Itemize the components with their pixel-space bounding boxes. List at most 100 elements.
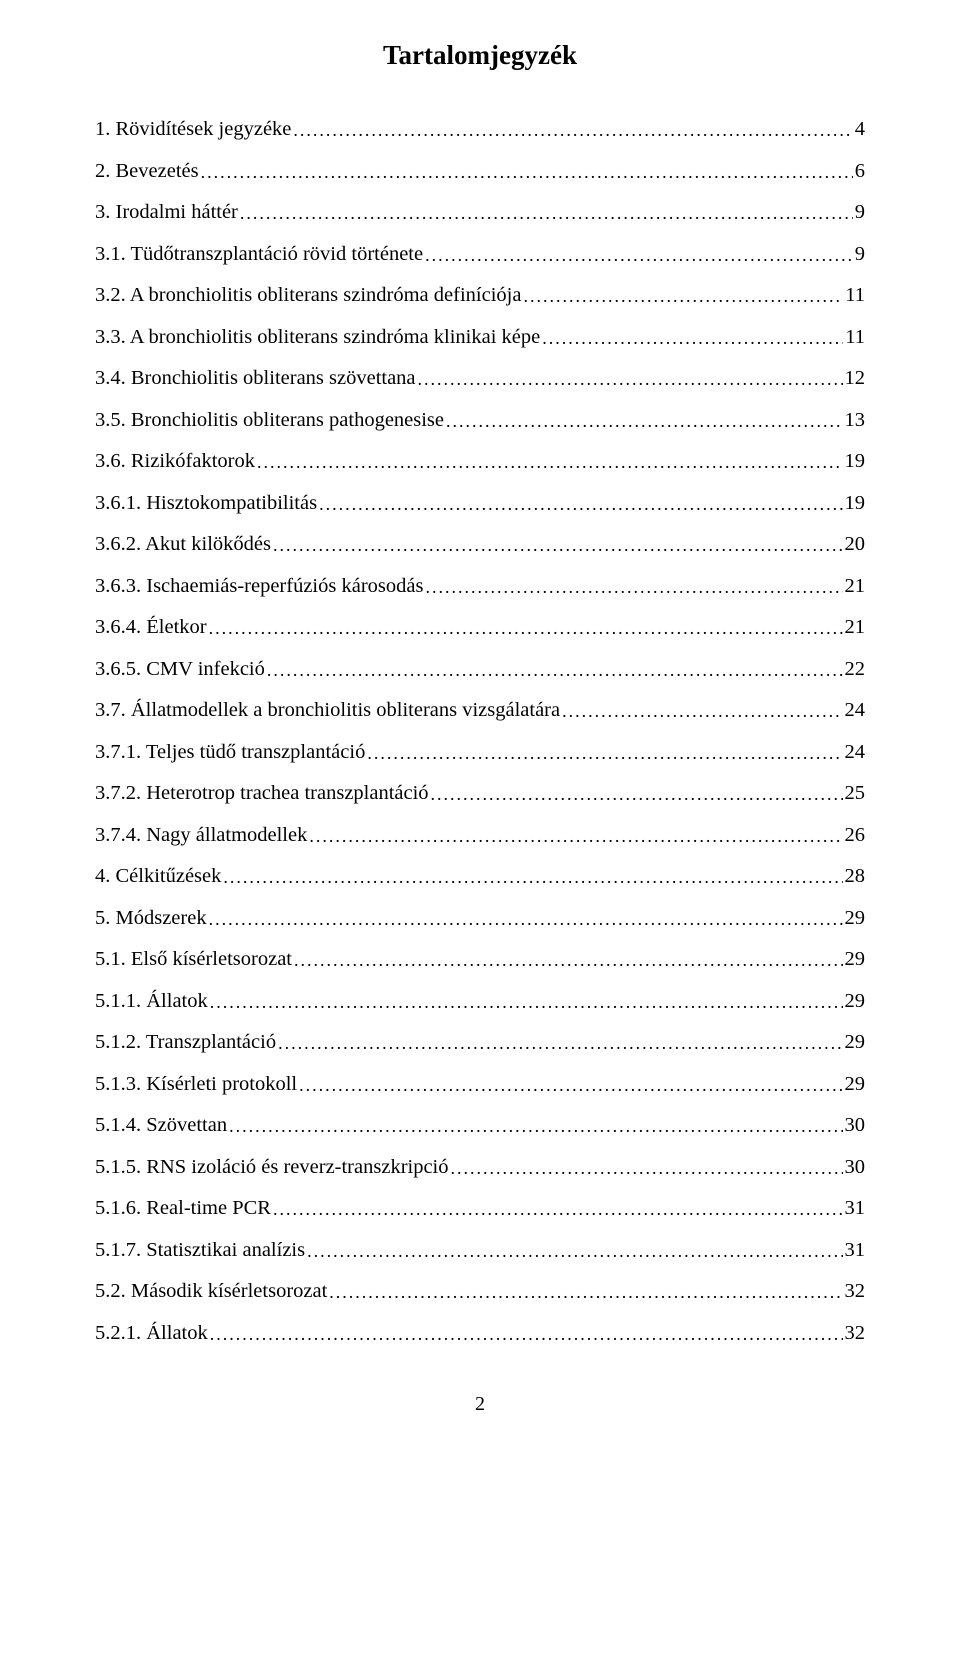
toc-entry-label: 3.7. Állatmodellek a bronchiolitis oblit… [95, 700, 560, 721]
toc-entry-label: 5.1.6. Real-time PCR [95, 1198, 271, 1219]
toc-entry-page: 29 [845, 1032, 866, 1053]
toc-leader-dots [210, 1325, 843, 1343]
toc-entry-label: 3.7.1. Teljes tüdő transzplantáció [95, 742, 365, 763]
page-number: 2 [95, 1393, 865, 1416]
toc-leader-dots [209, 619, 843, 637]
toc-entry-page: 22 [845, 659, 866, 680]
toc-leader-dots [257, 453, 843, 471]
toc-entry-page: 19 [845, 451, 866, 472]
toc-entry-page: 29 [845, 908, 866, 929]
toc-entry-label: 3.6.4. Életkor [95, 617, 207, 638]
toc-leader-dots [209, 910, 843, 928]
toc-entry-page: 30 [845, 1157, 866, 1178]
toc-leader-dots [319, 495, 842, 513]
toc-entry: 5.1.5. RNS izoláció és reverz-transzkrip… [95, 1157, 865, 1178]
toc-leader-dots [329, 1283, 842, 1301]
toc-entry-label: 5.1.1. Állatok [95, 991, 208, 1012]
toc-entry-page: 29 [845, 991, 866, 1012]
toc-entry-label: 3.4. Bronchiolitis obliterans szövettana [95, 368, 416, 389]
toc-entry-label: 3.5. Bronchiolitis obliterans pathogenes… [95, 410, 444, 431]
toc-entry-page: 11 [845, 285, 865, 306]
toc-entry-page: 24 [845, 700, 866, 721]
toc-entry-label: 5.2.1. Állatok [95, 1323, 208, 1344]
toc-leader-dots [425, 246, 853, 264]
toc-entry: 3.6.2. Akut kilökődés20 [95, 534, 865, 555]
toc-entry-page: 11 [845, 327, 865, 348]
toc-entry-page: 9 [855, 244, 865, 265]
toc-entry-page: 25 [845, 783, 866, 804]
toc-entry: 5. Módszerek 29 [95, 908, 865, 929]
toc-entry: 5.2. Második kísérletsorozat 32 [95, 1281, 865, 1302]
toc-leader-dots [425, 578, 842, 596]
toc-leader-dots [562, 702, 842, 720]
toc-entry-label: 3.2. A bronchiolitis obliterans szindróm… [95, 285, 521, 306]
toc-entry-label: 3.6. Rizikófaktorok [95, 451, 255, 472]
toc-entry-label: 3.6.2. Akut kilökődés [95, 534, 271, 555]
toc-entry-page: 30 [845, 1115, 866, 1136]
toc-entry: 3.2. A bronchiolitis obliterans szindróm… [95, 285, 865, 306]
toc-entry: 3.6.3. Ischaemiás-reperfúziós károsodás 2… [95, 576, 865, 597]
toc-entry-label: 3.1. Tüdőtranszplantáció rövid története [95, 244, 423, 265]
toc-entry: 3.7.4. Nagy állatmodellek26 [95, 825, 865, 846]
toc-entry-page: 21 [845, 617, 866, 638]
toc-entry-page: 32 [845, 1323, 866, 1344]
toc-leader-dots [240, 204, 853, 222]
toc-entry: 3.7.2. Heterotrop trachea transzplantáci… [95, 783, 865, 804]
toc-entry-label: 5.2. Második kísérletsorozat [95, 1281, 327, 1302]
toc-entry: 3.7.1. Teljes tüdő transzplantáció 24 [95, 742, 865, 763]
toc-entry-page: 4 [855, 119, 865, 140]
toc-entry-label: 5.1. Első kísérletsorozat [95, 949, 292, 970]
toc-entry: 3.6. Rizikófaktorok 19 [95, 451, 865, 472]
toc-entry-page: 28 [845, 866, 866, 887]
toc-entry-page: 26 [845, 825, 866, 846]
toc-entry: 5.1.7. Statisztikai analízis31 [95, 1240, 865, 1261]
toc-entry: 3.4. Bronchiolitis obliterans szövettana… [95, 368, 865, 389]
toc-entry-page: 9 [855, 202, 865, 223]
toc-entry: 3.5. Bronchiolitis obliterans pathogenes… [95, 410, 865, 431]
toc-entry-page: 19 [845, 493, 866, 514]
toc-leader-dots [201, 163, 853, 181]
toc-leader-dots [273, 536, 843, 554]
toc-entry-label: 3.6.1. Hisztokompatibilitás [95, 493, 317, 514]
toc-entry: 5.1. Első kísérletsorozat29 [95, 949, 865, 970]
toc-leader-dots [542, 329, 843, 347]
toc-entry-label: 3.6.3. Ischaemiás-reperfúziós károsodás [95, 576, 423, 597]
toc-entry: 5.1.2. Transzplantáció29 [95, 1032, 865, 1053]
toc-entry: 2. Bevezetés 6 [95, 161, 865, 182]
toc-leader-dots [451, 1159, 843, 1177]
toc-entry: 3.3. A bronchiolitis obliterans szindróm… [95, 327, 865, 348]
toc-leader-dots [299, 1076, 842, 1094]
toc-entry-label: 2. Bevezetés [95, 161, 199, 182]
toc-entry-label: 5. Módszerek [95, 908, 207, 929]
toc-leader-dots [367, 744, 842, 762]
toc-entry: 3.6.5. CMV infekció 22 [95, 659, 865, 680]
toc-leader-dots [446, 412, 842, 430]
toc-entry-page: 21 [845, 576, 866, 597]
toc-entry-label: 5.1.3. Kísérleti protokoll [95, 1074, 297, 1095]
toc-entry-label: 3.6.5. CMV infekció [95, 659, 265, 680]
toc-entry-label: 4. Célkitűzések [95, 866, 221, 887]
toc-leader-dots [418, 370, 843, 388]
toc-entry: 3.7. Állatmodellek a bronchiolitis oblit… [95, 700, 865, 721]
toc-leader-dots [273, 1200, 843, 1218]
toc-entry-label: 5.1.4. Szövettan [95, 1115, 227, 1136]
toc-entry-page: 31 [845, 1198, 866, 1219]
toc-entry-page: 32 [845, 1281, 866, 1302]
toc-leader-dots [307, 1242, 842, 1260]
toc-entry-label: 3. Irodalmi háttér [95, 202, 238, 223]
toc-entry-label: 3.3. A bronchiolitis obliterans szindróm… [95, 327, 540, 348]
toc-leader-dots [293, 121, 852, 139]
toc-entry: 5.1.6. Real-time PCR 31 [95, 1198, 865, 1219]
toc-entry: 3. Irodalmi háttér 9 [95, 202, 865, 223]
toc-leader-dots [223, 868, 842, 886]
toc-entry: 5.1.4. Szövettan 30 [95, 1115, 865, 1136]
toc-entry-page: 29 [845, 1074, 866, 1095]
toc-entry-label: 5.1.5. RNS izoláció és reverz-transzkrip… [95, 1157, 449, 1178]
toc-entry-label: 1. Rövidítések jegyzéke [95, 119, 291, 140]
toc-entry: 5.1.1. Állatok 29 [95, 991, 865, 1012]
toc-entry-page: 24 [845, 742, 866, 763]
toc-entry-label: 5.1.7. Statisztikai analízis [95, 1240, 305, 1261]
table-of-contents: 1. Rövidítések jegyzéke 4 2. Bevezetés 6 3. … [95, 119, 865, 1343]
toc-leader-dots [294, 951, 843, 969]
toc-entry-page: 6 [855, 161, 865, 182]
